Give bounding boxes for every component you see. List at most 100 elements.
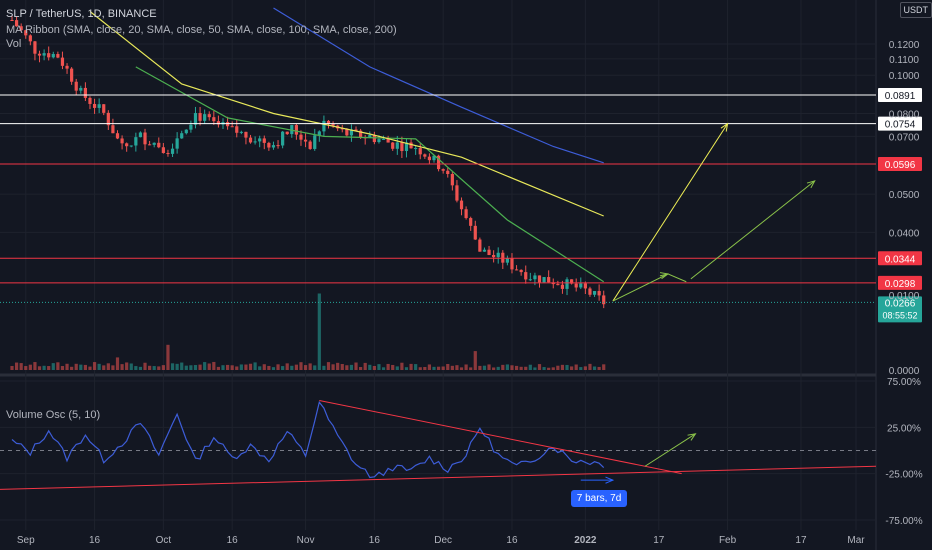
time-tick-label: Dec [434,535,452,546]
volume-bar [602,364,606,370]
candle-body [487,249,491,255]
volume-bar [414,364,418,370]
candle-body [294,125,298,135]
candle-body [28,35,32,42]
volume-bar [547,367,551,370]
candle-body [322,120,326,132]
volume-bar [161,365,165,370]
candle-body [125,143,129,147]
price-tick-label: 0.1100 [889,55,919,66]
candle-body [157,142,161,148]
volume-bar [441,366,445,370]
volume-bar [450,365,454,370]
volume-bar [588,363,592,370]
volume-bar [143,362,147,370]
candle-body [404,142,409,152]
ma-ribbon-label: MA Ribbon (SMA, close, 20, SMA, close, 5… [6,24,397,36]
yellow-arrow-head [720,122,729,132]
candle-body [198,113,202,121]
candle-body [239,131,243,133]
candle-body [47,53,51,58]
candle-body [203,114,207,121]
candle-body [258,138,262,142]
candle-body [574,283,578,288]
candle-body [60,57,65,66]
volume-bar [212,361,216,370]
candle-body [193,113,198,125]
time-tick-label: Nov [297,535,315,546]
volume-bar [459,367,464,370]
volume-bar [189,365,193,370]
volume-bar [166,344,170,370]
volume-bar [469,367,473,370]
candle-body [560,284,565,289]
volume-bar [537,364,542,370]
time-tick-label: Feb [719,535,737,546]
volume-bar [473,351,477,370]
time-tick-label: 2022 [574,535,597,546]
candle-body [134,137,138,146]
volume-bar [372,365,376,370]
candle-body [391,142,395,149]
candle-body [505,258,509,263]
volume-bar [134,366,138,370]
green-arrow-head [806,180,816,189]
volume-bar [386,363,390,370]
candle-body [409,142,413,149]
candle-body [542,277,546,283]
volume-bar [271,367,276,370]
volume-bar [28,364,32,370]
volume-bar [230,365,234,370]
time-tick-label: 17 [795,535,807,546]
candle-body [14,20,19,27]
volume-bar [514,365,519,370]
candle-body [514,269,519,271]
volume-bar [92,362,97,370]
price-level-label: 0.0298 [885,279,916,290]
candle-body [455,185,459,201]
volume-bar [464,364,468,370]
last-price-label: 0.0266 [885,298,916,309]
candle-body [262,138,266,143]
volume-bar [51,363,55,370]
price-tick-label: 0.0500 [889,190,920,201]
volume-bar [436,366,441,370]
candle-body [464,209,468,219]
candle-body [189,124,193,130]
time-tick-label: 16 [89,535,101,546]
volume-bar [579,367,583,370]
candle-body [248,137,253,143]
currency-tag[interactable]: USDT [899,2,932,18]
candle-body [161,147,165,154]
volume-bar [115,357,120,370]
volume-bar [583,366,587,370]
candle-body [148,144,152,146]
candle-body [88,97,92,104]
volume-bar [198,364,202,370]
candle-body [129,145,133,147]
candle-body [175,138,179,149]
candle-body [446,170,450,175]
candle-body [570,279,574,284]
volume-bar [487,364,491,370]
volume-bar [359,367,363,370]
candle-body [368,135,372,138]
volume-bar [180,362,184,370]
candle-body [106,112,110,126]
last-price-tag [878,296,922,323]
volume-bar [276,364,280,370]
candle-body [51,54,55,58]
price-tick-label: 0.0800 [889,110,920,121]
candle-body [427,156,432,161]
candle-body [432,155,436,161]
candle-body [496,252,500,258]
candle-body [317,131,321,136]
candle-body [308,141,312,149]
volume-tick-label: 0.0000 [889,366,920,377]
volume-bar [267,365,271,370]
candle-body [556,284,560,286]
candle-body [180,133,184,139]
candle-body [271,145,276,148]
osc-trendline-down [319,399,682,475]
volume-bar [235,366,239,370]
